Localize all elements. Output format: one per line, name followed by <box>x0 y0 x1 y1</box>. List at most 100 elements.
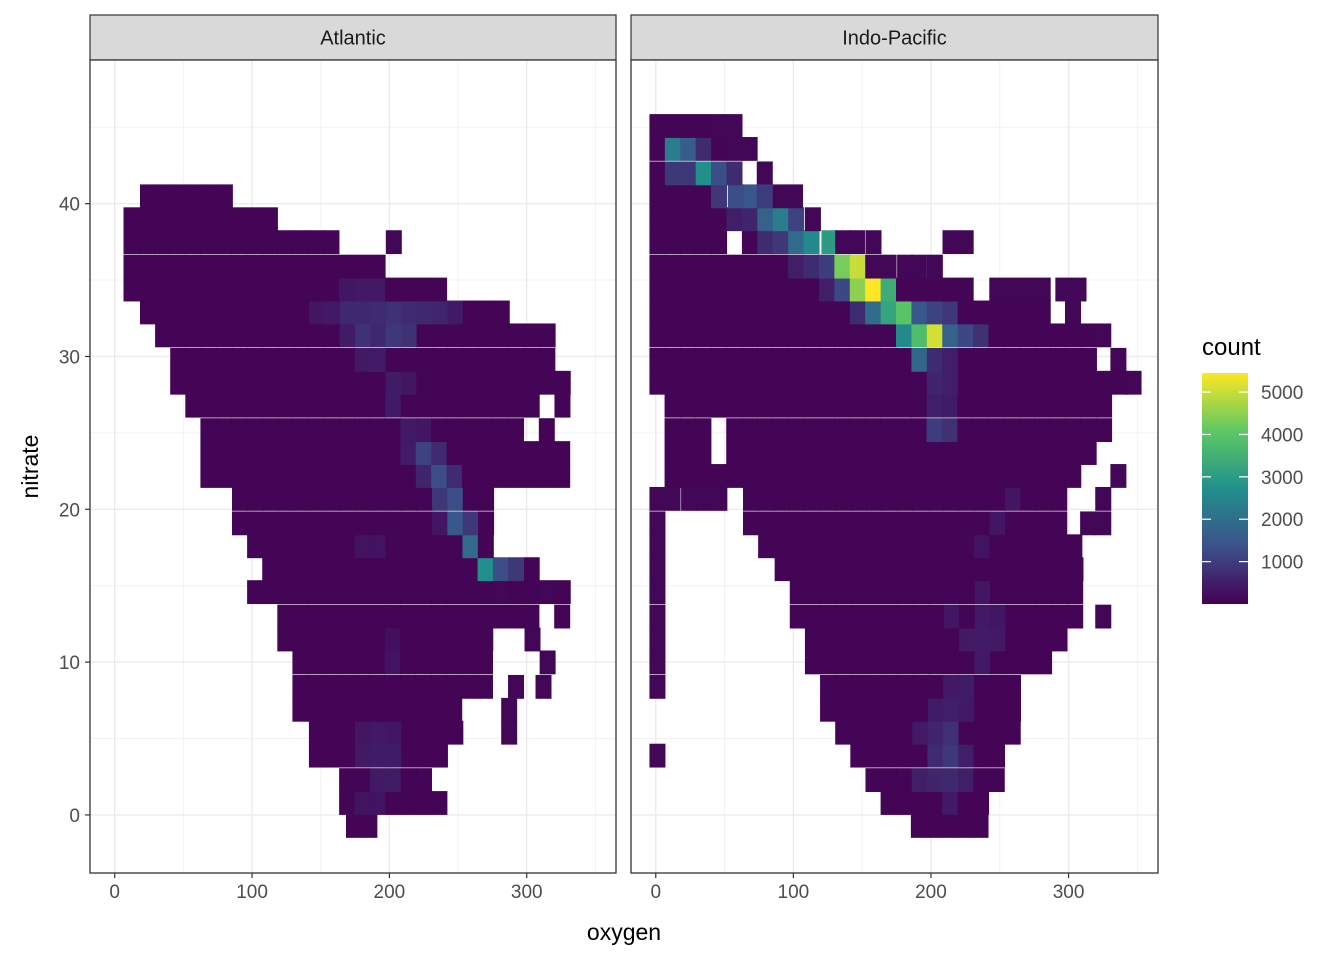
heatmap-tile <box>836 604 853 629</box>
heatmap-tile <box>711 230 728 255</box>
heatmap-tile <box>835 650 852 675</box>
heatmap-tile <box>866 650 883 675</box>
heatmap-tile <box>804 534 821 559</box>
heatmap-tile <box>1034 323 1051 348</box>
heatmap-tile <box>232 300 249 325</box>
heatmap-tile <box>339 300 356 325</box>
heatmap-tile <box>757 300 774 325</box>
heatmap-tile <box>1004 277 1021 302</box>
heatmap-tile <box>927 674 944 699</box>
heatmap-tile <box>880 323 897 348</box>
heatmap-tile <box>772 207 789 232</box>
heatmap-tile <box>726 323 743 348</box>
heatmap-tile <box>478 300 495 325</box>
heatmap-tile <box>247 486 264 511</box>
heatmap-tile <box>649 184 666 209</box>
heatmap-tile <box>835 627 852 652</box>
heatmap-tile <box>369 418 386 443</box>
heatmap-tile <box>664 441 681 465</box>
heatmap-tile <box>431 277 448 302</box>
heatmap-tile <box>882 604 899 629</box>
heatmap-tile <box>461 650 478 675</box>
heatmap-tile <box>155 300 172 325</box>
heatmap-tile <box>462 511 479 536</box>
heatmap-tile <box>478 323 495 348</box>
heatmap-tile <box>865 323 882 348</box>
heatmap-tile <box>1064 300 1081 325</box>
heatmap-tile <box>912 534 929 559</box>
heatmap-tile <box>851 604 868 629</box>
heatmap-tile <box>261 230 278 255</box>
legend-colorbar <box>1202 373 1248 604</box>
heatmap-tile <box>911 370 928 395</box>
heatmap-tile <box>849 347 866 372</box>
heatmap-tile <box>865 347 882 372</box>
heatmap-tile <box>370 534 387 559</box>
heatmap-tile <box>1019 393 1036 418</box>
heatmap-tile <box>897 486 914 511</box>
heatmap-tile <box>910 254 927 279</box>
heatmap-tile <box>804 207 821 232</box>
heatmap-tile <box>803 300 820 325</box>
heatmap-tile <box>897 557 914 582</box>
heatmap-tile <box>1049 393 1066 418</box>
heatmap-tile <box>138 277 155 302</box>
heatmap-tile <box>292 254 309 279</box>
heatmap-tile <box>821 230 838 255</box>
heatmap-tile <box>989 277 1006 302</box>
heatmap-tile <box>123 277 140 302</box>
heatmap-tile <box>277 418 294 443</box>
heatmap-tile <box>726 207 743 232</box>
heatmap-tile <box>215 441 232 465</box>
heatmap-tile <box>711 184 728 209</box>
heatmap-tile <box>308 418 325 443</box>
heatmap-tile <box>911 418 928 443</box>
heatmap-tile <box>758 486 775 511</box>
heatmap-tile <box>820 627 837 652</box>
heatmap-tile <box>973 720 990 745</box>
heatmap-tile <box>323 418 340 443</box>
heatmap-tile <box>323 254 340 279</box>
heatmap-tile <box>123 207 140 232</box>
heatmap-tile <box>927 743 944 768</box>
heatmap-tile <box>664 464 681 488</box>
heatmap-tile <box>913 580 930 605</box>
heatmap-tile <box>679 441 696 465</box>
heatmap-tile <box>308 277 325 302</box>
heatmap-tile <box>695 441 712 465</box>
heatmap-tile <box>400 604 417 629</box>
facet-label: Indo-Pacific <box>842 28 947 50</box>
heatmap-tile <box>880 464 897 488</box>
heatmap-tile <box>462 393 479 418</box>
heatmap-tile <box>354 347 371 372</box>
heatmap-tile <box>355 720 372 745</box>
heatmap-tile <box>818 347 835 372</box>
heatmap-tile <box>649 230 666 255</box>
heatmap-tile <box>1125 370 1142 395</box>
heatmap-tile <box>1019 277 1036 302</box>
x-tick-label: 0 <box>650 882 661 903</box>
heatmap-tile <box>911 277 928 302</box>
heatmap-tile <box>246 464 263 488</box>
heatmap-tile <box>400 674 417 699</box>
heatmap-tile <box>664 230 681 255</box>
heatmap-tile <box>882 580 899 605</box>
heatmap-tile <box>849 441 866 465</box>
heatmap-tile <box>247 534 264 559</box>
heatmap-tile <box>835 534 852 559</box>
heatmap-tile <box>508 674 525 699</box>
heatmap-tile <box>958 534 975 559</box>
heatmap-tile <box>957 323 974 348</box>
heatmap-tile <box>835 720 852 745</box>
heatmap-tile <box>462 486 479 511</box>
heatmap-tile <box>896 534 913 559</box>
heatmap-tile <box>850 486 867 511</box>
heatmap-tile <box>926 393 943 418</box>
heatmap-tile <box>246 254 263 279</box>
heatmap-tile <box>958 486 975 511</box>
heatmap-tile <box>463 300 479 325</box>
heatmap-tile <box>385 486 402 511</box>
heatmap-tile <box>973 370 990 395</box>
heatmap-tile <box>942 300 959 325</box>
heatmap-tile <box>696 486 713 511</box>
